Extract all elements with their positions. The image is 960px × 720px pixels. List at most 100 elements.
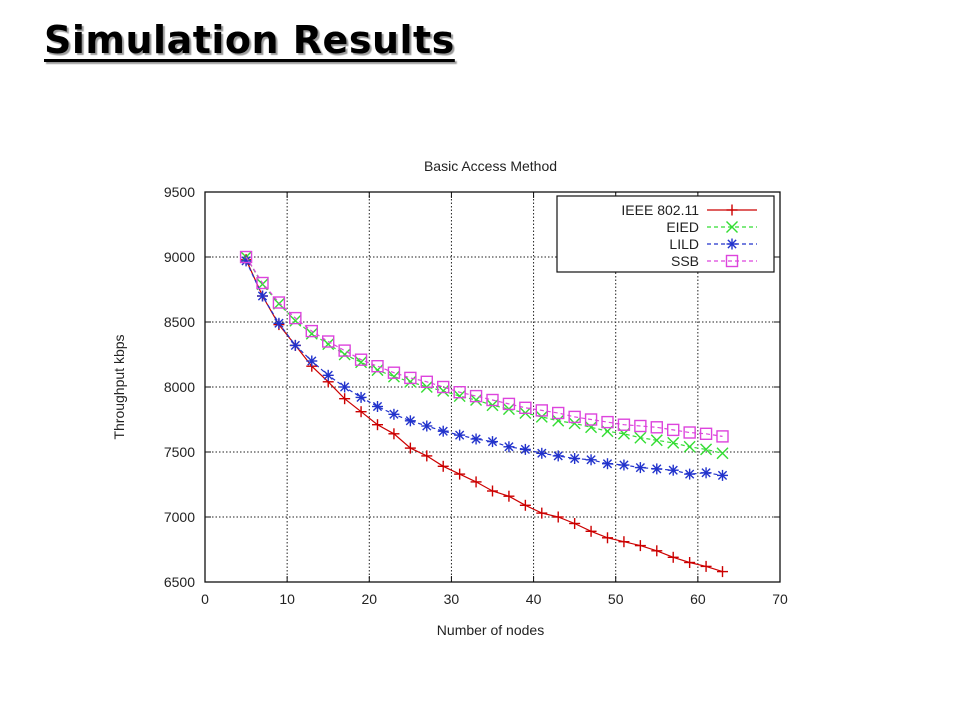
y-axis-label: Throughput kbps: [111, 334, 127, 439]
data-point-ieee-802-11: [470, 476, 482, 488]
data-point-ssb: [584, 413, 598, 426]
data-point-eied: [322, 338, 335, 351]
legend-label-eied: EIED: [666, 219, 699, 235]
data-point-lild: [585, 454, 597, 466]
data-point-eied: [387, 370, 400, 383]
data-point-ieee-802-11: [503, 490, 515, 502]
series-markers-ssb: [239, 250, 729, 443]
data-point-ssb: [601, 415, 614, 429]
data-point-lild: [240, 255, 252, 267]
data-point-ssb: [420, 375, 433, 388]
series-line-ieee-802-11: [245, 259, 723, 573]
y-tick-label: 8000: [164, 379, 195, 395]
data-point-ieee-802-11: [651, 545, 663, 557]
data-point-ssb: [305, 324, 318, 338]
data-point-eied: [371, 364, 384, 377]
data-point-ssb: [535, 404, 548, 417]
data-point-eied: [289, 314, 302, 327]
legend-label-lild: LILD: [669, 236, 699, 252]
data-point-ssb: [272, 296, 286, 309]
data-point-ieee-802-11: [421, 450, 433, 462]
data-point-ieee-802-11: [519, 499, 531, 511]
y-tick-label: 6500: [164, 574, 195, 590]
data-point-ieee-802-11: [355, 406, 367, 418]
data-point-ssb: [667, 423, 680, 437]
data-point-ssb: [404, 371, 417, 385]
data-point-eied: [338, 348, 351, 361]
data-point-ieee-802-11: [618, 536, 630, 548]
y-tick-label: 7500: [164, 444, 195, 460]
data-point-eied: [437, 384, 450, 397]
data-point-ssb: [552, 406, 565, 420]
data-point-lild: [700, 467, 712, 479]
x-tick-label: 40: [526, 591, 542, 607]
data-point-ssb: [387, 366, 401, 379]
data-point-lild: [552, 450, 564, 462]
data-point-ieee-802-11: [585, 525, 597, 537]
data-point-ssb: [371, 360, 384, 373]
data-point-lild: [372, 401, 383, 412]
data-point-ieee-802-11: [339, 393, 351, 405]
data-point-ssb: [239, 250, 253, 264]
data-point-eied: [700, 443, 713, 456]
data-point-ssb: [289, 311, 302, 325]
data-point-lild: [470, 433, 482, 445]
data-point-lild: [569, 453, 581, 464]
data-point-lild: [684, 468, 696, 480]
data-point-ssb: [354, 353, 368, 366]
data-point-eied: [683, 440, 696, 453]
data-point-ieee-802-11: [667, 551, 679, 563]
data-point-eied: [535, 410, 548, 423]
data-point-eied: [470, 394, 483, 406]
data-point-ieee-802-11: [634, 540, 646, 552]
data-point-lild: [388, 408, 400, 420]
data-point-lild: [355, 391, 367, 403]
data-point-lild: [454, 429, 466, 441]
slide-title: Simulation Results: [44, 18, 455, 62]
data-point-ssb: [256, 276, 269, 290]
data-point-eied: [453, 390, 466, 403]
data-point-lild: [273, 317, 285, 329]
legend-marker-eied: [726, 221, 738, 233]
data-point-eied: [650, 434, 663, 447]
data-point-lild: [437, 425, 449, 437]
data-point-lild: [421, 420, 433, 432]
data-point-lild: [667, 464, 679, 476]
x-tick-label: 20: [361, 591, 377, 607]
y-tick-label: 7000: [164, 509, 195, 525]
x-tick-label: 50: [608, 591, 624, 607]
data-point-lild: [634, 462, 646, 474]
data-point-ssb: [716, 430, 729, 443]
data-point-ieee-802-11: [717, 566, 728, 578]
data-point-eied: [634, 431, 647, 444]
legend-label-ssb: SSB: [671, 253, 699, 269]
data-point-lild: [651, 463, 663, 475]
x-tick-label: 60: [690, 591, 706, 607]
data-point-lild: [487, 436, 498, 448]
data-point-ssb: [469, 389, 483, 403]
data-point-ssb: [502, 397, 516, 411]
y-tick-label: 8500: [164, 314, 195, 330]
chart-title: Basic Access Method: [424, 158, 557, 174]
legend-marker-ssb: [725, 254, 739, 268]
x-tick-label: 10: [279, 591, 295, 607]
y-tick-label: 9000: [164, 249, 195, 265]
data-point-ssb: [650, 421, 663, 434]
data-point-eied: [404, 375, 417, 388]
data-point-ieee-802-11: [552, 511, 564, 523]
data-point-lild: [322, 369, 334, 381]
data-point-ssb: [486, 393, 499, 407]
data-point-lild: [618, 459, 630, 471]
data-point-eied: [552, 414, 565, 427]
data-point-ieee-802-11: [536, 507, 548, 519]
data-point-ieee-802-11: [372, 419, 383, 431]
data-point-ssb: [699, 427, 713, 440]
data-point-eied: [305, 327, 318, 340]
legend-label-ieee-802-11: IEEE 802.11: [621, 202, 699, 218]
data-point-ssb: [338, 344, 351, 357]
data-point-lild: [503, 441, 515, 453]
data-point-lild: [306, 355, 318, 367]
data-point-ssb: [322, 335, 335, 348]
data-point-lild: [536, 447, 548, 459]
data-point-lild: [339, 381, 351, 393]
